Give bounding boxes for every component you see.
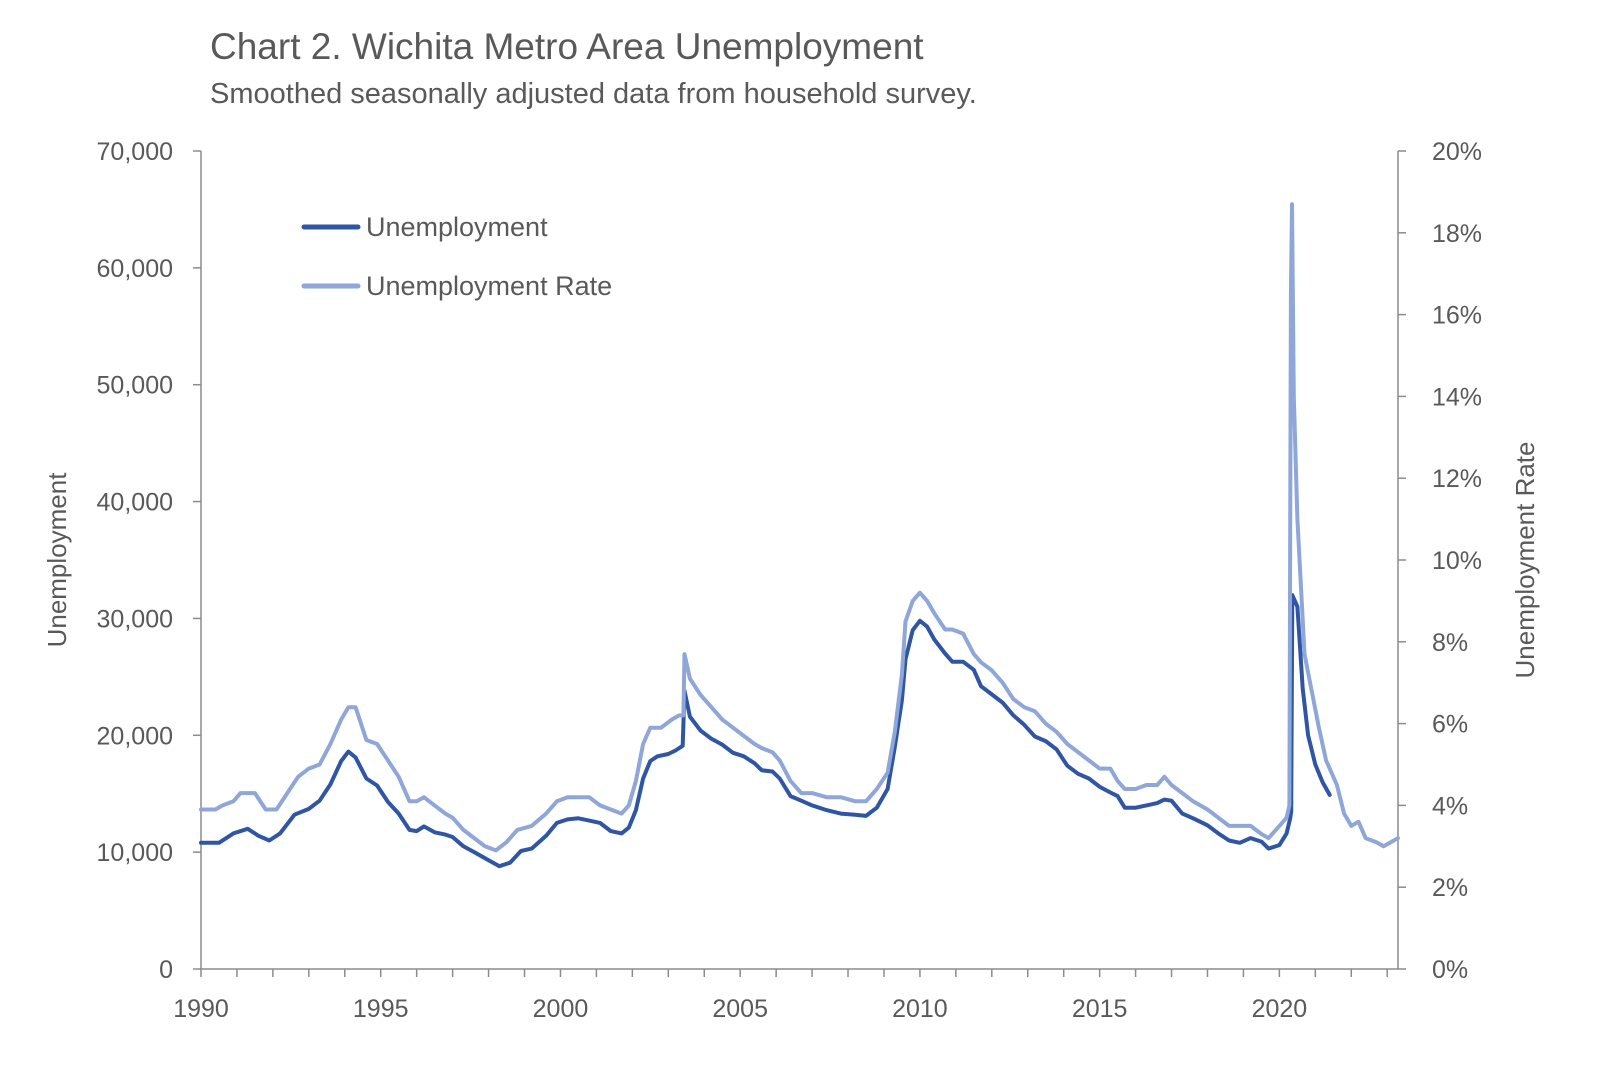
chart-subtitle: Smoothed seasonally adjusted data from h… bbox=[210, 78, 977, 110]
x-tick-label: 1990 bbox=[173, 995, 229, 1023]
series-line-unemployment-rate bbox=[199, 202, 1400, 853]
y-tick-label: 60,000 bbox=[97, 255, 173, 283]
y2-tick-label: 0% bbox=[1432, 956, 1468, 984]
series-lines bbox=[199, 202, 1400, 869]
y2-axis-title: Unemployment Rate bbox=[1510, 442, 1540, 679]
y2-tick-label: 14% bbox=[1432, 383, 1482, 411]
y-tick-label: 0 bbox=[159, 956, 173, 984]
y-tick-label: 40,000 bbox=[97, 489, 173, 517]
y-tick-label: 20,000 bbox=[97, 722, 173, 750]
axis-ticks: 0 10,000 20,000 30,000 40,000 50,000 60,000 70,… bbox=[97, 138, 1483, 1023]
y2-tick-label: 8% bbox=[1432, 629, 1468, 657]
legend: Unemployment Unemployment Rate bbox=[301, 212, 612, 301]
y2-tick-label: 2% bbox=[1432, 874, 1468, 902]
x-tick-label: 1995 bbox=[353, 995, 409, 1023]
y-axis-title: Unemployment bbox=[42, 472, 72, 648]
y-tick-label: 10,000 bbox=[97, 839, 173, 867]
legend-label-unemployment: Unemployment bbox=[366, 212, 548, 242]
y2-tick-label: 20% bbox=[1432, 138, 1482, 166]
y2-tick-label: 16% bbox=[1432, 302, 1482, 330]
x-tick-label: 2010 bbox=[892, 995, 948, 1023]
y-tick-label: 30,000 bbox=[97, 605, 173, 633]
y2-tick-label: 18% bbox=[1432, 220, 1482, 248]
x-tick-label: 2020 bbox=[1252, 995, 1308, 1023]
x-tick-label: 2005 bbox=[712, 995, 768, 1023]
y-tick-label: 50,000 bbox=[97, 372, 173, 400]
x-tick-label: 2000 bbox=[533, 995, 589, 1023]
legend-label-rate: Unemployment Rate bbox=[366, 271, 612, 301]
chart-title: Chart 2. Wichita Metro Area Unemployment bbox=[210, 26, 924, 67]
x-tick-label: 2015 bbox=[1072, 995, 1128, 1023]
y2-tick-label: 4% bbox=[1432, 792, 1468, 820]
y2-tick-label: 10% bbox=[1432, 547, 1482, 575]
y-tick-label: 70,000 bbox=[97, 138, 173, 166]
y2-tick-label: 6% bbox=[1432, 711, 1468, 739]
series-line-unemployment bbox=[199, 593, 1332, 869]
y2-tick-label: 12% bbox=[1432, 465, 1482, 493]
